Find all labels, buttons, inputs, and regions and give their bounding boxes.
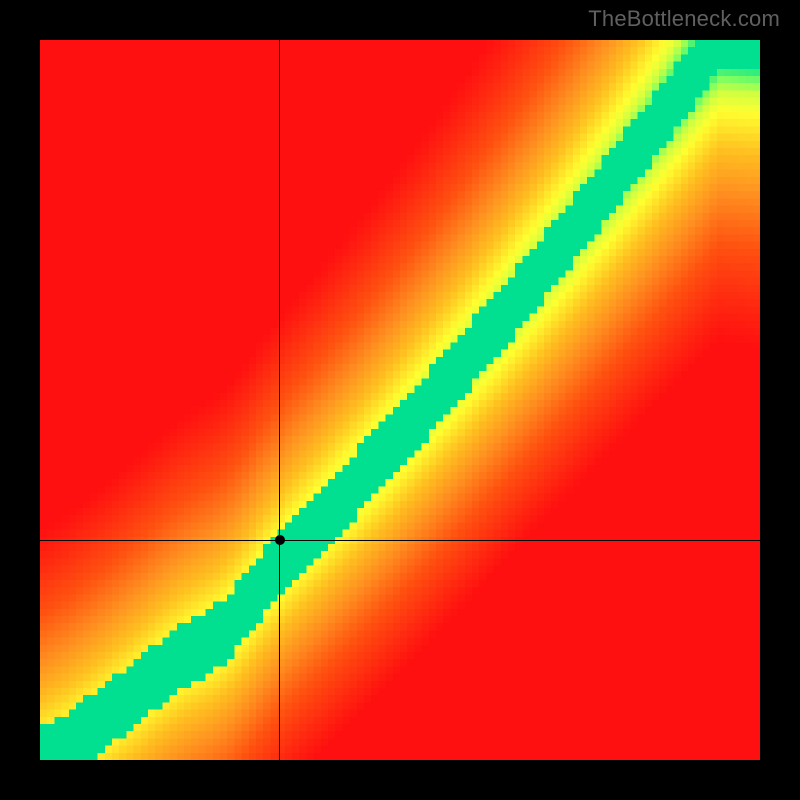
crosshair-marker [275,535,285,545]
frame-border-right [760,0,800,800]
crosshair-horizontal-line [40,540,760,541]
frame-border-bottom [0,760,800,800]
frame-border-left [0,0,40,800]
crosshair-vertical-line [279,40,280,760]
bottleneck-heatmap [40,40,760,760]
watermark: TheBottleneck.com [588,6,780,32]
